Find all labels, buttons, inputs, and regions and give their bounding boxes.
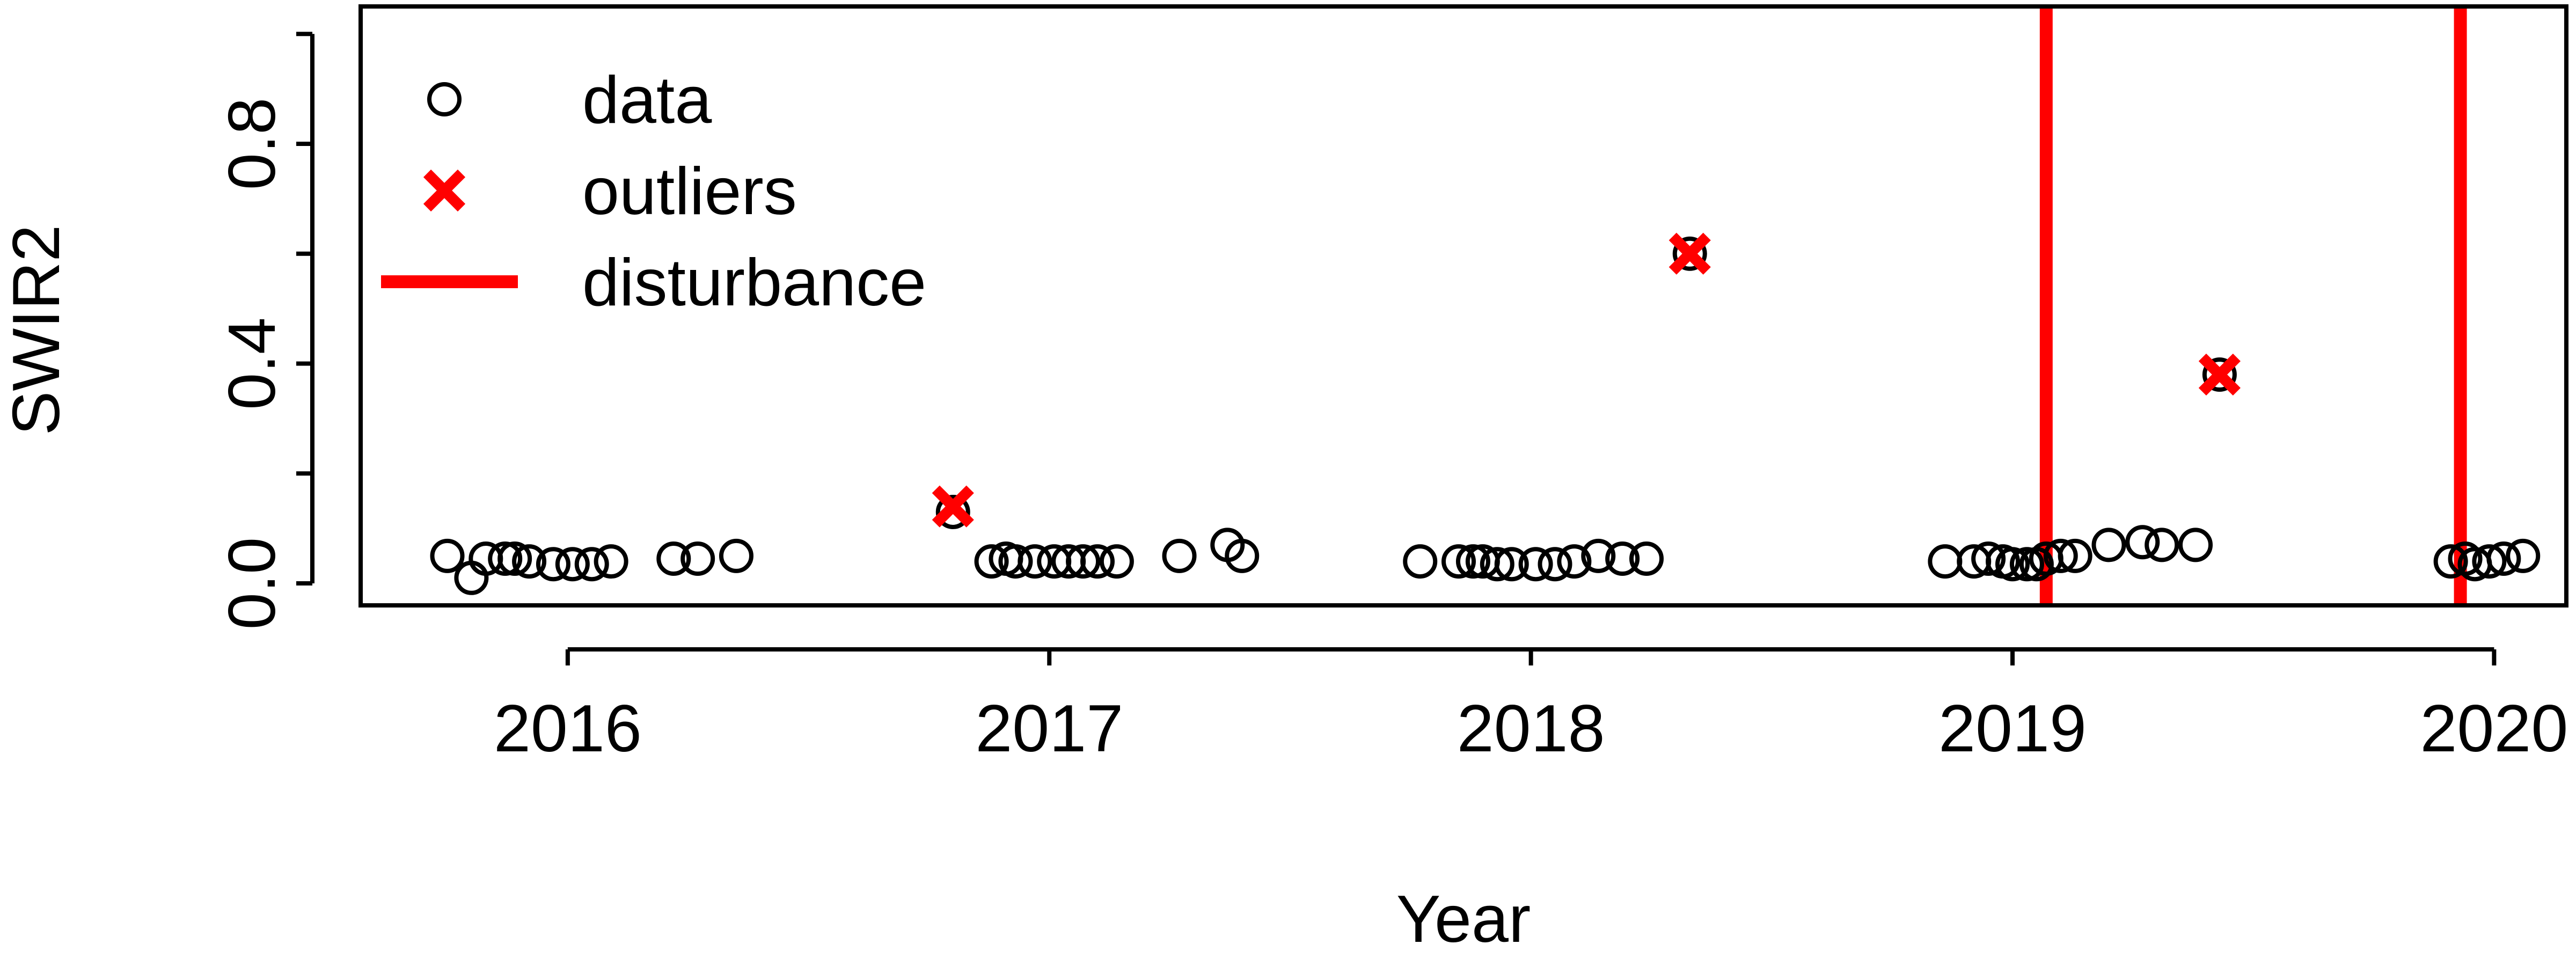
data-point [1995, 547, 2030, 582]
legend-label: outliers [582, 155, 797, 229]
data-point [497, 541, 532, 576]
data-point [1080, 544, 1115, 579]
legend: data outliers disturbance [381, 63, 926, 320]
data-point [1629, 541, 1664, 576]
chart-marks [430, 9, 2541, 603]
x-tick-label: 2019 [1938, 692, 2087, 766]
data-point [2058, 538, 2092, 573]
data-point [1225, 538, 1260, 573]
x-tick-label: 2017 [975, 692, 1123, 766]
data-point [1494, 547, 1529, 582]
data-point [1455, 544, 1490, 579]
data-point [1605, 541, 1640, 576]
legend-label: data [582, 63, 712, 137]
legend-label: disturbance [582, 246, 926, 320]
data-point [2472, 544, 2507, 579]
outlier-point [2198, 353, 2241, 396]
y-axis-title: SWIR2 [0, 225, 74, 436]
data-point [1971, 541, 2006, 576]
data-point [1928, 544, 1963, 579]
data-point [1538, 547, 1572, 582]
data-point [555, 547, 590, 582]
data-point [2433, 544, 2468, 579]
x-axis-title: Year [1396, 882, 1531, 956]
data-point [594, 544, 628, 579]
data-point [680, 541, 715, 576]
data-point [1099, 544, 1134, 579]
data-point [430, 538, 465, 573]
data-point [2009, 547, 2044, 582]
x-tick-label: 2018 [1457, 692, 1605, 766]
y-axis: 0.0 0.4 0.8 [215, 32, 314, 630]
data-point [1480, 547, 1514, 582]
y-tick-label: 0.8 [215, 98, 289, 190]
data-point [1018, 544, 1052, 579]
plot-frame [358, 4, 2568, 608]
legend-circle-symbol [427, 82, 462, 116]
data-point [2125, 525, 2160, 560]
data-point [1518, 547, 1553, 582]
data-point [998, 544, 1033, 579]
y-tick-label: 0.0 [215, 537, 289, 630]
data-point [1672, 236, 1707, 271]
data-point [536, 547, 570, 582]
data-point [488, 541, 523, 576]
data-point [1162, 538, 1197, 573]
data-point [2043, 538, 2078, 573]
outlier-point [1668, 232, 1711, 275]
data-point [2506, 538, 2541, 573]
data-point [512, 544, 547, 579]
data-point [1403, 544, 1438, 579]
x-tick-label: 2020 [2420, 692, 2568, 766]
data-point [1581, 538, 1616, 573]
data-point [2202, 357, 2237, 392]
data-point [1557, 544, 1592, 579]
data-point [2178, 528, 2213, 562]
data-point [974, 544, 1009, 579]
data-point [1066, 544, 1101, 579]
data-point [719, 538, 753, 573]
data-point [2091, 528, 2126, 562]
data-point [656, 541, 691, 576]
y-tick-label: 0.4 [215, 317, 289, 409]
data-point [1441, 544, 1476, 579]
outlier-point [932, 485, 974, 528]
data-point [2145, 528, 2179, 562]
data-point [935, 494, 970, 529]
x-axis: 2016 2017 2018 2019 2020 [494, 647, 2568, 766]
data-point [2486, 541, 2521, 576]
data-point [574, 547, 609, 582]
legend-x-symbol [423, 169, 466, 212]
x-tick-label: 2016 [494, 692, 642, 766]
